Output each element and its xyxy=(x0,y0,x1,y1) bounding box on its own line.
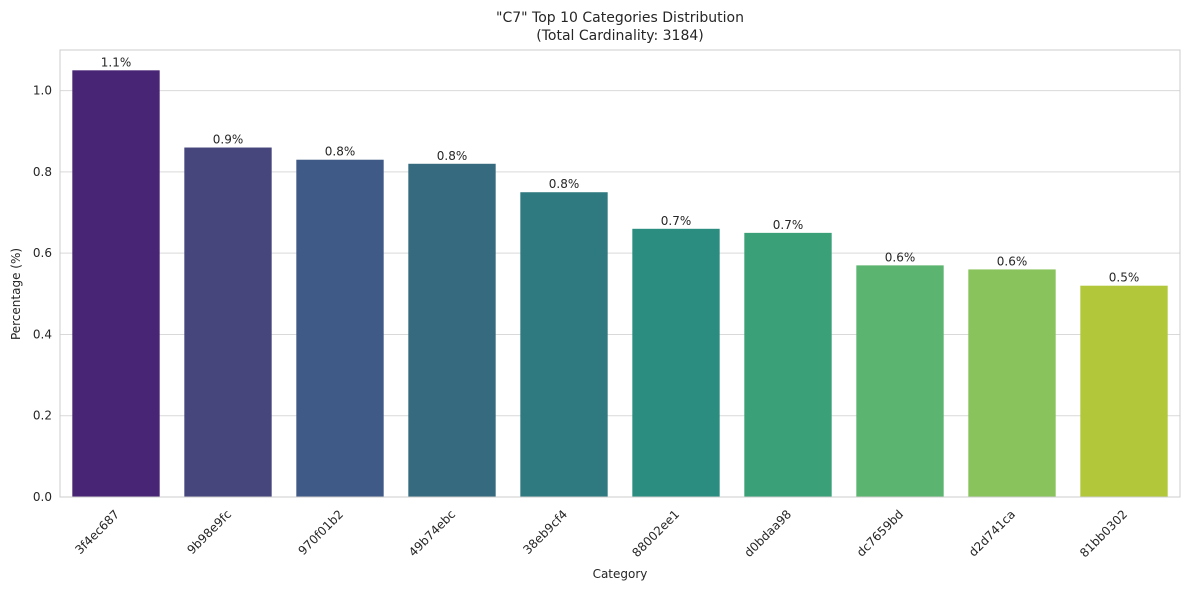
data-label-3f4ec687: 1.1% xyxy=(101,55,132,69)
data-label-88002ee1: 0.7% xyxy=(661,214,692,228)
bar-d2d741ca xyxy=(968,269,1056,497)
data-label-9b98e9fc: 0.9% xyxy=(213,133,244,147)
y-tick-label: 0.6 xyxy=(33,246,52,260)
x-tick-label: 81bb0302 xyxy=(1077,507,1130,560)
x-tick-label: d0bdaa98 xyxy=(741,507,794,560)
data-label-d2d741ca: 0.6% xyxy=(997,254,1028,268)
x-axis-ticks: 3f4ec687 9b98e9fc 970f01b2 49b74ebc 38eb9cf4… xyxy=(72,507,1130,560)
bar-88002ee1 xyxy=(632,228,720,498)
y-axis-label: Percentage (%) xyxy=(9,248,23,340)
bar-d0bdaa98 xyxy=(744,232,832,497)
x-tick-label: 9b98e9fc xyxy=(184,507,234,557)
x-tick-label: 49b74ebc xyxy=(406,507,458,559)
chart-subtitle: (Total Cardinality: 3184) xyxy=(536,28,704,44)
data-labels: 1.1% 0.9% 0.8% 0.8% 0.8% 0.7% 0.7% 0.6% 0.6% 0.5% xyxy=(101,55,1140,284)
y-tick-label: 0.8 xyxy=(33,165,52,179)
x-tick-label: 3f4ec687 xyxy=(72,507,122,557)
bar-81bb0302 xyxy=(1080,285,1168,497)
bar-970f01b2 xyxy=(296,159,384,497)
bar-49b74ebc xyxy=(408,163,496,498)
bar-dc7659bd xyxy=(856,265,944,497)
bars-layer xyxy=(72,70,1168,498)
data-label-81bb0302: 0.5% xyxy=(1109,271,1140,285)
bar-38eb9cf4 xyxy=(520,192,608,497)
spines-layer xyxy=(59,49,1181,498)
plot-frame xyxy=(59,49,1181,498)
x-tick-label: 38eb9cf4 xyxy=(520,507,570,557)
data-label-38eb9cf4: 0.8% xyxy=(549,177,580,191)
data-label-d0bdaa98: 0.7% xyxy=(773,218,804,232)
y-tick-label: 1.0 xyxy=(33,84,52,98)
bar-9b98e9fc xyxy=(184,147,272,497)
x-tick-label: dc7659bd xyxy=(854,507,906,559)
chart-title: "C7" Top 10 Categories Distribution xyxy=(496,10,744,26)
x-axis-label: Category xyxy=(593,567,648,581)
data-label-49b74ebc: 0.8% xyxy=(437,149,468,163)
x-tick-label: 970f01b2 xyxy=(295,507,346,558)
y-axis-ticks: 0.0 0.2 0.4 0.6 0.8 1.0 xyxy=(33,84,52,504)
y-tick-label: 0.4 xyxy=(33,327,52,341)
x-tick-label: 88002ee1 xyxy=(629,507,682,560)
bar-3f4ec687 xyxy=(72,70,160,498)
x-tick-label: d2d741ca xyxy=(966,507,1018,559)
y-tick-label: 0.2 xyxy=(33,409,52,423)
y-tick-label: 0.0 xyxy=(33,490,52,504)
data-label-970f01b2: 0.8% xyxy=(325,145,356,159)
data-label-dc7659bd: 0.6% xyxy=(885,250,916,264)
